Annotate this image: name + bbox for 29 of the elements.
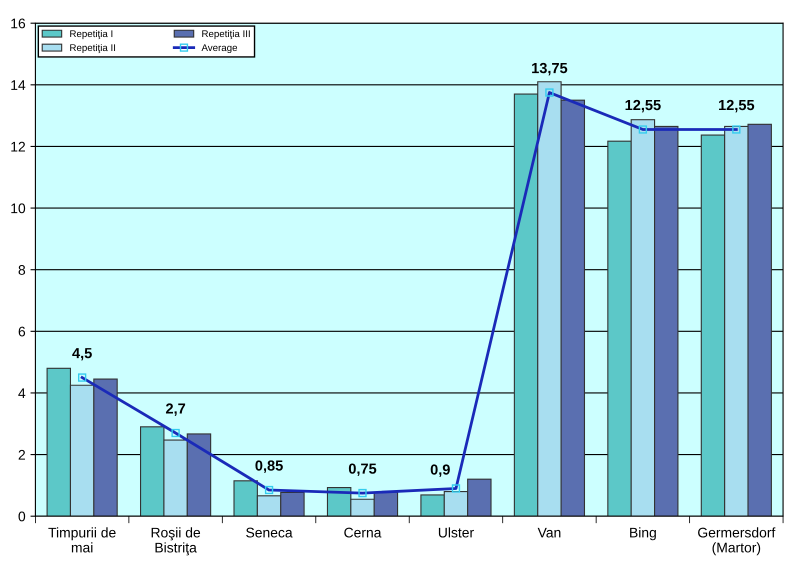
y-tick-label: 10 [11,203,26,214]
x-tick-label: Seneca [246,528,293,538]
y-tick-label: 16 [11,18,26,28]
data-label: 2,7 [166,403,186,416]
data-label: 12,55 [719,100,754,112]
x-tick-label: Cerna [344,528,382,538]
data-label: 12,55 [626,100,661,112]
data-label: 13,75 [532,62,568,76]
y-tick-label: 14 [11,80,26,90]
data-label: 0,85 [255,460,283,473]
legend-label: Repetiţia II [70,44,116,54]
legend-label: Repetiţia III [202,30,250,40]
y-tick-label: 6 [18,326,26,336]
x-tick-label: Roşii de Bistriţa [152,527,200,556]
y-tick-label: 12 [11,142,25,152]
legend-label: Average [201,44,238,54]
data-label: 0,9 [430,464,450,477]
data-label: 0,75 [348,463,376,476]
y-tick-label: 0 [18,512,26,522]
x-tick-label: Timpurii de mai [48,527,116,552]
legend-label: Repetiţia I [70,30,112,40]
x-tick-label: Van [538,528,560,538]
y-tick-label: 4 [18,388,26,398]
y-tick-label: 8 [18,265,26,275]
data-label: 4,5 [72,348,92,360]
x-tick-label: Ulster [438,527,474,538]
x-tick-label: Bing [630,527,656,540]
y-tick-label: 2 [18,450,25,460]
x-tick-label: Germersdorf (Martor) [698,527,776,556]
